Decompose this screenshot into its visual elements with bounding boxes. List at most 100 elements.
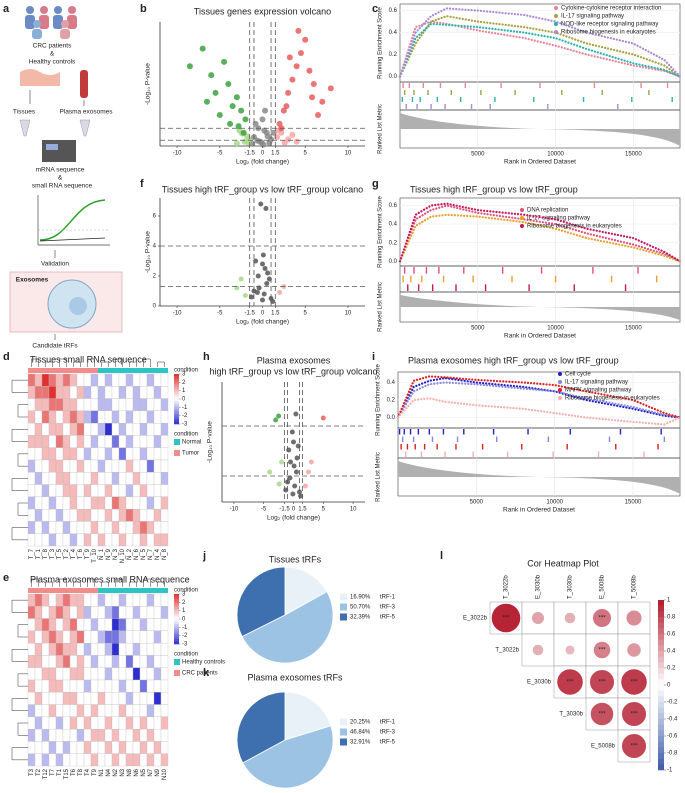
heatmap-cell <box>125 728 134 742</box>
heatmap-cell <box>34 508 43 522</box>
column-label: T_5008b <box>632 575 638 599</box>
colorbar-segment <box>174 639 179 642</box>
legend-swatch <box>340 728 347 736</box>
heatmap-cell <box>132 447 141 461</box>
heatmap-cell <box>118 716 127 730</box>
flow-text: Tissues <box>13 109 36 116</box>
heatmap-cell <box>118 741 127 754</box>
heatmap-cell <box>55 508 64 522</box>
heatmap-cell <box>160 484 169 498</box>
heatmap-cell <box>55 655 64 668</box>
colorbar-segment <box>174 596 179 600</box>
x-axis-label: Rank in Ordered Dataset <box>503 507 575 514</box>
condition-cell <box>70 588 77 593</box>
heatmap-cell <box>139 398 148 412</box>
heatmap-cell <box>48 373 57 387</box>
panel-label: f <box>140 178 144 190</box>
heatmap-cell <box>146 373 155 387</box>
heatmap-cell <box>69 716 78 730</box>
colorbar-label: 3 <box>182 592 186 598</box>
colorbar-segment <box>174 611 179 615</box>
heatmap-cell <box>146 398 155 412</box>
heatmap-cell <box>104 753 113 767</box>
row-label: T_3022b <box>495 648 519 654</box>
heatmap-cell <box>34 606 43 619</box>
condition-cell <box>42 368 49 373</box>
colorbar-segment <box>174 629 179 632</box>
heatmap-cell <box>34 642 43 656</box>
heatmap-cell <box>55 398 64 412</box>
heatmap-cell <box>125 716 134 730</box>
heatmap-cell <box>160 521 169 534</box>
heatmap-cell <box>55 741 64 754</box>
heatmap-cell <box>111 667 120 681</box>
legend-label: tRF-5 <box>380 615 396 621</box>
volcano-point <box>208 72 215 79</box>
legend-swatch <box>558 388 562 392</box>
x-tick-label: -1.5 <box>279 507 290 513</box>
heatmap-cell <box>83 679 92 693</box>
panel-label: c <box>372 3 378 15</box>
heatmap-cell <box>62 642 71 656</box>
heatmap-cell <box>83 728 92 742</box>
x-tick-label: 1.5 <box>298 507 307 513</box>
condition-cell <box>119 368 126 373</box>
heatmap-cell <box>62 753 71 767</box>
x-tick-label: 5 <box>322 507 326 513</box>
x-tick-label: -5 <box>217 311 223 317</box>
heatmap-cell <box>90 410 99 424</box>
column-label: N_2 <box>127 548 133 560</box>
colorbar-segment <box>658 600 664 606</box>
volcano-point <box>286 54 293 61</box>
heatmap-cell <box>132 728 141 742</box>
volcano-point <box>319 98 326 105</box>
heatmap-cell <box>104 484 113 498</box>
volcano-point <box>294 455 300 461</box>
corr-circle <box>557 669 583 695</box>
heatmap-cell <box>62 422 71 436</box>
condition-cell <box>84 588 91 593</box>
volcano-point <box>262 107 269 114</box>
flow-text: mRNA sequence <box>36 167 85 174</box>
heatmap-cell <box>132 533 141 547</box>
heatmap-cell <box>104 459 113 473</box>
column-label: T4 <box>85 768 91 776</box>
heatmap-cell <box>90 472 99 485</box>
legend-label: IL-17 signaling pathway <box>527 216 590 222</box>
sequencer-icon <box>46 144 58 150</box>
heatmap-cell <box>125 642 134 656</box>
heatmap-cell <box>90 642 99 656</box>
colorbar-segment <box>174 616 179 620</box>
heatmap-cell <box>160 508 169 522</box>
condition-cell <box>49 368 56 373</box>
heatmap-cell <box>97 508 106 522</box>
flow-text: & <box>50 51 55 58</box>
legend-swatch <box>554 30 558 34</box>
heatmap-cell <box>41 472 50 485</box>
heatmap-cell <box>27 606 36 619</box>
heatmap-cell <box>83 741 92 754</box>
significance: *** <box>630 712 638 718</box>
colorbar-segment <box>174 606 179 610</box>
heatmap-cell <box>62 459 71 473</box>
volcano-point <box>225 81 232 87</box>
heatmap-cell <box>27 533 36 547</box>
x-tick-label: 0 <box>261 311 265 317</box>
heatmap-cell <box>118 667 127 681</box>
colorbar-segment <box>658 605 664 612</box>
heatmap-cell <box>139 716 148 730</box>
heatmap-cell <box>62 667 71 681</box>
heatmap-cell <box>125 373 134 387</box>
column-label: T_6 <box>78 548 84 559</box>
colorbar-segment <box>658 753 664 759</box>
flow-text: & <box>58 175 63 182</box>
heatmap-cell <box>153 447 162 461</box>
heatmap-cell <box>132 655 141 668</box>
heatmap-cell <box>160 422 169 436</box>
column-label: N_4 <box>155 548 161 560</box>
heatmap-cell <box>139 704 148 718</box>
heatmap-cell <box>55 728 64 742</box>
heatmap-cell <box>48 496 57 510</box>
heatmap-cell <box>76 373 85 387</box>
heatmap-cell <box>76 398 85 412</box>
